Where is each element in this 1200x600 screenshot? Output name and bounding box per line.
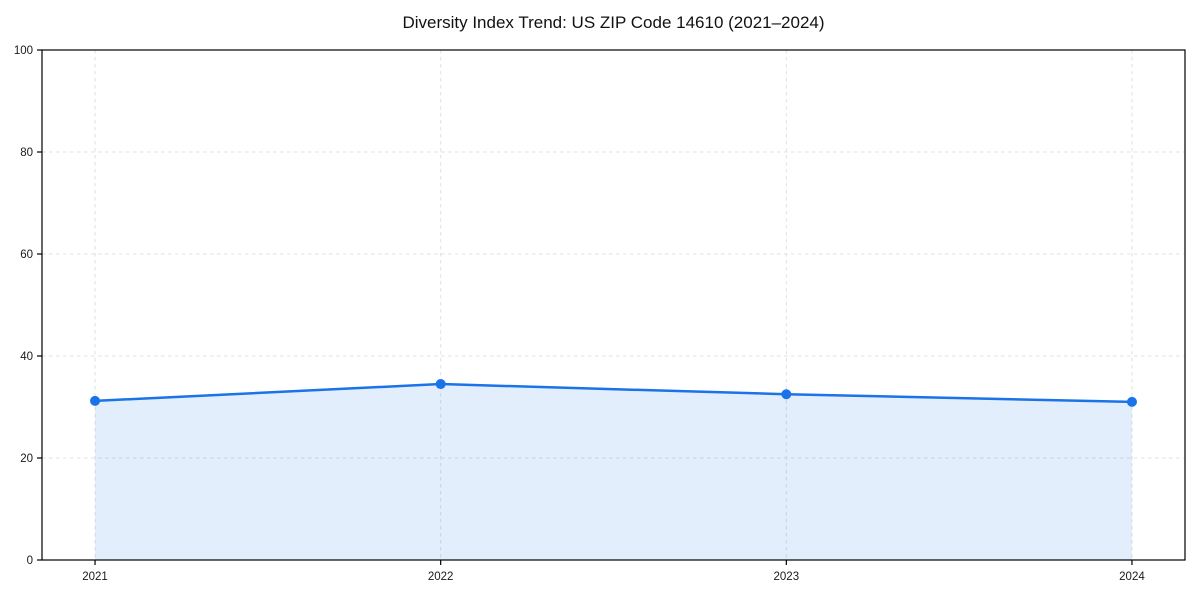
y-tick-label: 20 — [20, 453, 33, 465]
y-tick-label: 0 — [27, 555, 33, 567]
x-tick-label: 2021 — [82, 571, 108, 583]
x-tick-label: 2024 — [1119, 571, 1145, 583]
data-point — [1126, 396, 1137, 407]
y-tick-label: 80 — [20, 147, 33, 159]
data-point — [90, 395, 101, 406]
data-point — [435, 379, 446, 390]
y-tick-label: 40 — [20, 351, 33, 363]
chart-title: Diversity Index Trend: US ZIP Code 14610… — [402, 13, 825, 32]
area-fill — [95, 384, 1132, 560]
axis-frame — [41, 49, 1186, 561]
trend-line — [93, 382, 1134, 404]
y-tick-label: 100 — [14, 45, 33, 57]
x-tick-label: 2023 — [774, 571, 800, 583]
x-tick-label: 2022 — [428, 571, 454, 583]
data-point — [781, 389, 792, 400]
y-tick-label: 60 — [20, 249, 33, 261]
